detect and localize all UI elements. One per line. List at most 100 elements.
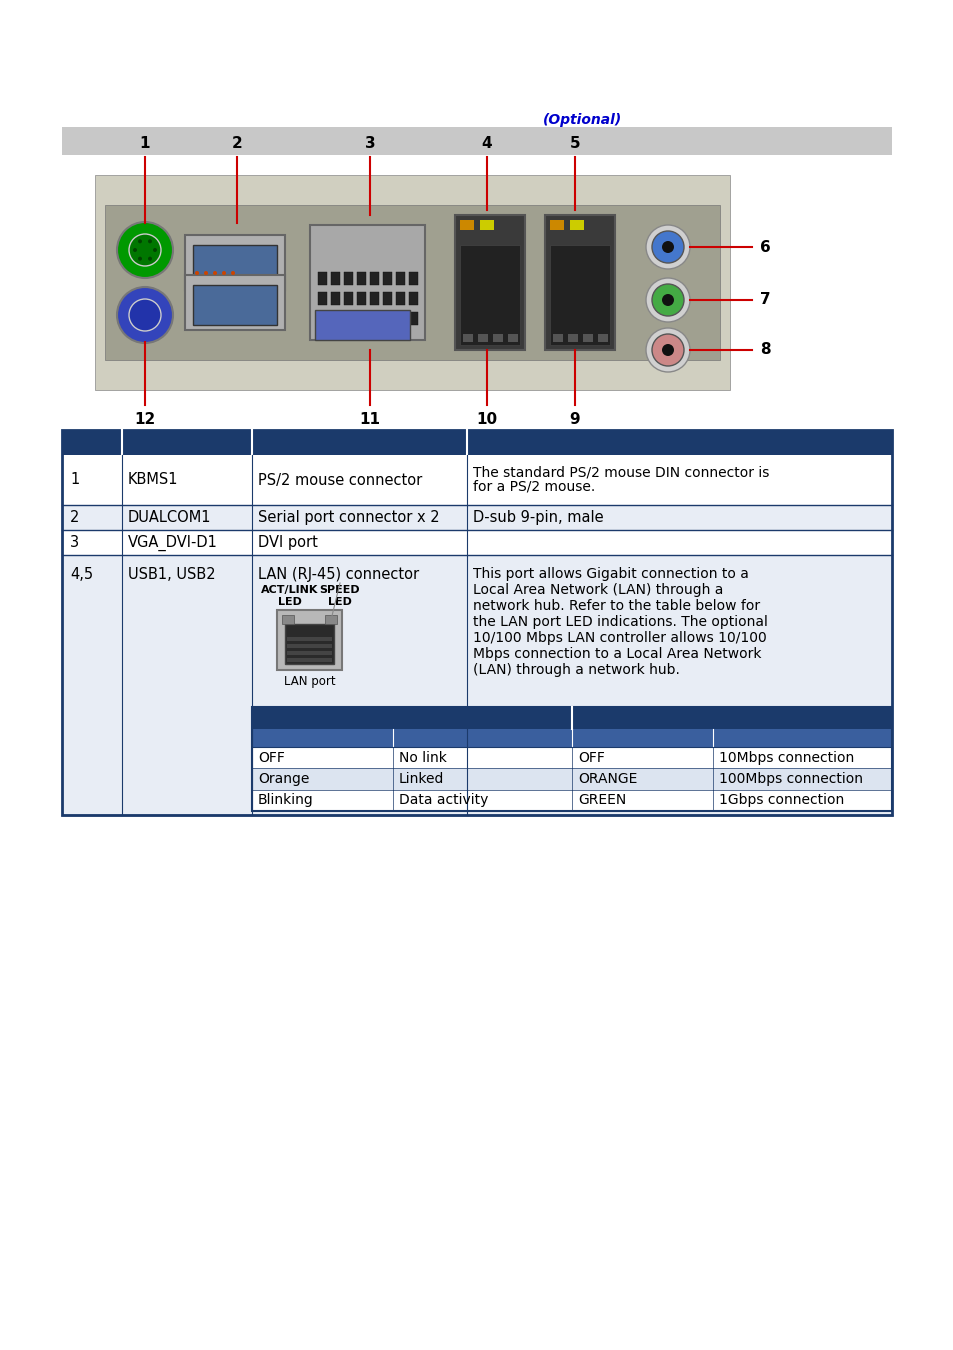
Bar <box>459 244 519 346</box>
Bar <box>62 531 891 555</box>
Bar <box>317 271 327 285</box>
Circle shape <box>204 271 208 275</box>
Bar <box>314 310 410 340</box>
Text: (LAN) through a network hub.: (LAN) through a network hub. <box>473 663 679 676</box>
Bar <box>252 768 891 790</box>
Text: 3: 3 <box>364 135 375 150</box>
Text: 4: 4 <box>481 135 492 150</box>
Text: LED: LED <box>328 597 352 608</box>
Bar <box>252 707 891 729</box>
Bar <box>325 616 336 624</box>
Text: This port allows Gigabit connection to a: This port allows Gigabit connection to a <box>473 567 748 580</box>
Bar <box>331 292 339 305</box>
Circle shape <box>645 328 689 373</box>
Text: Orange: Orange <box>257 772 309 786</box>
Bar <box>493 333 502 342</box>
Bar <box>344 312 353 325</box>
Bar <box>317 292 327 305</box>
Text: Local Area Network (LAN) through a: Local Area Network (LAN) through a <box>473 583 722 597</box>
Bar <box>382 292 392 305</box>
Text: 1: 1 <box>139 135 150 150</box>
Circle shape <box>138 239 142 243</box>
Bar <box>382 312 392 325</box>
Bar <box>287 651 332 655</box>
Text: 9: 9 <box>569 413 579 428</box>
Circle shape <box>152 248 157 252</box>
Bar <box>409 271 417 285</box>
Text: 10: 10 <box>476 413 497 428</box>
Bar <box>356 312 366 325</box>
Text: VGA_DVI-D1: VGA_DVI-D1 <box>128 535 217 551</box>
Circle shape <box>222 271 226 275</box>
Circle shape <box>129 234 161 266</box>
Circle shape <box>138 256 142 261</box>
Bar <box>282 616 294 624</box>
Circle shape <box>129 298 161 331</box>
Bar <box>276 610 341 670</box>
Text: LAN (RJ-45) connector: LAN (RJ-45) connector <box>257 567 418 582</box>
Bar <box>479 220 494 230</box>
Bar <box>252 747 891 768</box>
Circle shape <box>148 239 152 243</box>
Bar <box>310 225 424 340</box>
Bar <box>550 220 563 230</box>
Circle shape <box>661 344 673 356</box>
Bar <box>287 657 332 661</box>
Text: SPEED: SPEED <box>319 585 360 595</box>
Bar <box>193 244 276 285</box>
Circle shape <box>148 256 152 261</box>
Bar <box>455 215 524 350</box>
Bar <box>409 312 417 325</box>
Bar <box>459 220 474 230</box>
Bar <box>62 505 891 531</box>
Text: 7: 7 <box>760 293 770 308</box>
Text: 1: 1 <box>70 472 79 487</box>
Text: Data activity: Data activity <box>398 794 488 807</box>
Text: DVI port: DVI port <box>257 535 317 549</box>
Text: KBMS1: KBMS1 <box>128 472 178 487</box>
Text: ORANGE: ORANGE <box>578 772 637 786</box>
Text: 2: 2 <box>70 510 79 525</box>
Bar <box>382 271 392 285</box>
Bar <box>331 271 339 285</box>
Text: 100Mbps connection: 100Mbps connection <box>718 772 862 786</box>
Bar <box>185 235 285 290</box>
Bar <box>62 431 891 815</box>
Text: 3: 3 <box>70 535 79 549</box>
Bar <box>252 729 891 747</box>
Bar <box>370 292 378 305</box>
Circle shape <box>132 248 137 252</box>
Bar <box>409 292 417 305</box>
Bar <box>317 312 327 325</box>
Circle shape <box>117 288 172 343</box>
Bar <box>567 333 578 342</box>
Circle shape <box>651 231 683 263</box>
Bar <box>287 637 332 641</box>
Text: 10Mbps connection: 10Mbps connection <box>718 751 853 764</box>
Text: 11: 11 <box>359 413 380 428</box>
Bar <box>477 333 488 342</box>
Bar <box>62 127 891 155</box>
Text: PS/2 mouse connector: PS/2 mouse connector <box>257 472 422 487</box>
Circle shape <box>651 284 683 316</box>
Text: network hub. Refer to the table below for: network hub. Refer to the table below fo… <box>473 599 760 613</box>
Text: The standard PS/2 mouse DIN connector is: The standard PS/2 mouse DIN connector is <box>473 464 768 479</box>
Bar <box>553 333 562 342</box>
Text: 12: 12 <box>134 413 155 428</box>
Bar <box>285 624 334 664</box>
Bar <box>193 285 276 325</box>
Bar <box>395 312 405 325</box>
Bar <box>62 455 891 505</box>
Text: Serial port connector x 2: Serial port connector x 2 <box>257 510 439 525</box>
Bar <box>252 790 891 811</box>
Text: 1Gbps connection: 1Gbps connection <box>718 794 843 807</box>
Bar <box>356 271 366 285</box>
Bar <box>356 292 366 305</box>
Bar <box>370 312 378 325</box>
Bar <box>544 215 615 350</box>
Text: the LAN port LED indications. The optional: the LAN port LED indications. The option… <box>473 616 767 629</box>
Bar <box>185 275 285 329</box>
Bar <box>287 644 332 648</box>
Text: (Optional): (Optional) <box>543 113 622 127</box>
Text: 2: 2 <box>232 135 242 150</box>
